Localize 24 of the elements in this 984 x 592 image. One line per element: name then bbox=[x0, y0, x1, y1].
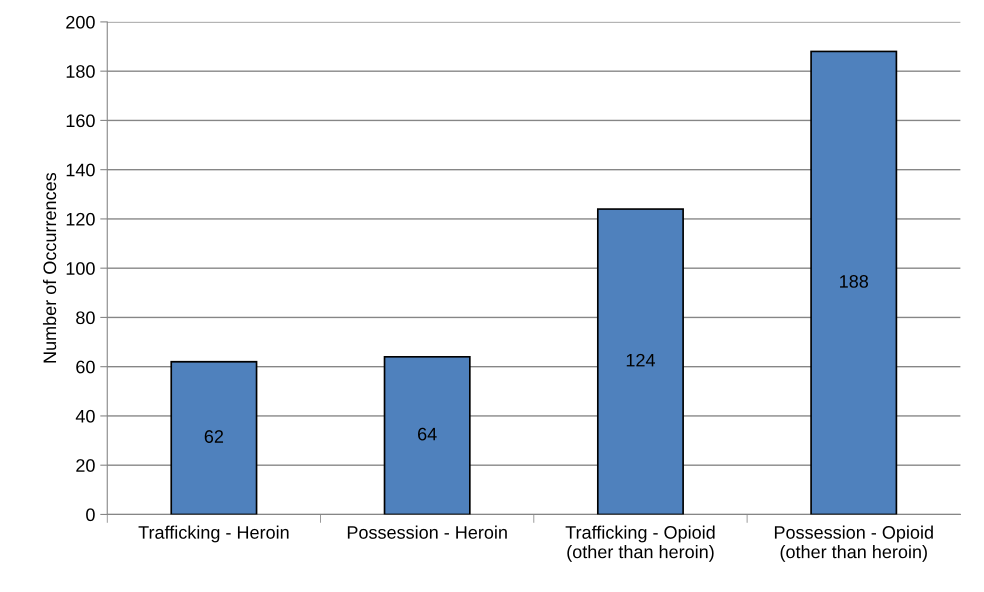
data-label: 188 bbox=[840, 275, 868, 288]
x-tick-label: Trafficking - Heroin bbox=[138, 526, 288, 542]
data-label: 64 bbox=[418, 428, 437, 440]
y-tick-label: 40 bbox=[76, 410, 95, 423]
y-tick-label: 20 bbox=[76, 459, 95, 472]
x-tick-label: Possession - Heroin bbox=[348, 526, 507, 539]
bar bbox=[384, 356, 471, 514]
y-tick-label: 180 bbox=[66, 65, 95, 78]
x-tick-label: Trafficking - Opioid (other than heroin) bbox=[566, 526, 715, 562]
y-tick-label: 0 bbox=[86, 508, 95, 522]
bar bbox=[170, 360, 258, 514]
bar bbox=[810, 50, 898, 514]
data-label: 62 bbox=[204, 430, 224, 443]
y-axis-title: Number of Occurrences bbox=[42, 172, 56, 363]
y-tick-label: 140 bbox=[66, 164, 95, 176]
x-tick-label: Possession - Opioid (other than heroin) bbox=[774, 526, 933, 562]
y-tick-label: 60 bbox=[76, 360, 95, 374]
data-label: 124 bbox=[626, 354, 655, 366]
y-tick-label: 80 bbox=[76, 311, 95, 324]
y-tick-label: 120 bbox=[66, 212, 95, 226]
y-tick-label: 200 bbox=[66, 16, 95, 29]
bar bbox=[596, 208, 684, 514]
y-tick-label: 160 bbox=[66, 114, 95, 128]
y-tick-label: 100 bbox=[66, 262, 95, 275]
